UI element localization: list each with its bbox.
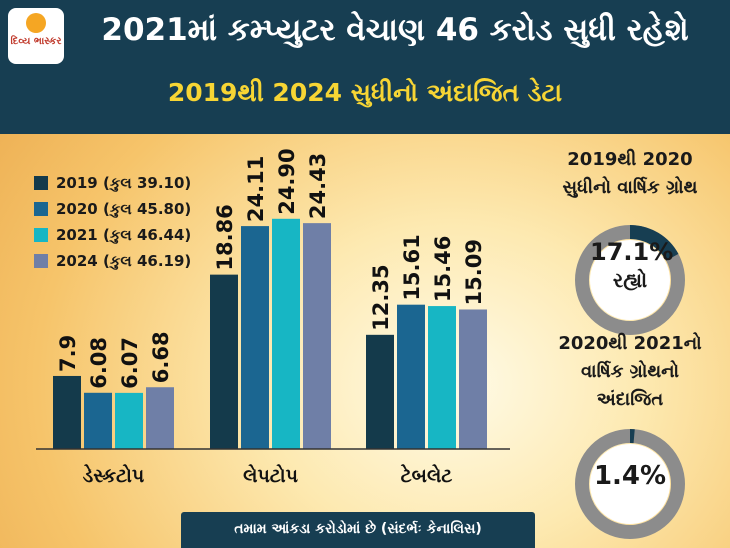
bar-chart: 7.9 6.08 6.07 6.68 18.86 24.11 24.90 24.43 12.35… [36,148,510,487]
bar [366,334,394,449]
bar [459,309,487,449]
bar [84,392,112,449]
legend-swatch [34,228,48,242]
bar [115,392,143,449]
bar [146,387,174,449]
legend-item: 2019 (કુલ 39.10) [34,170,191,196]
legend-item: 2021 (કુલ 46.44) [34,222,191,248]
legend-swatch [34,202,48,216]
category-label: લેપટોપ [243,464,298,487]
growth-2019-2020-title: 2019થી 2020 સુધીનો વાર્ષિક ગ્રોથ [530,146,730,202]
bar-value-label: 24.43 [306,153,330,219]
growth-title-line: સુધીનો વાર્ષિક ગ્રોથ [562,177,698,198]
bar-value-label: 15.46 [431,236,455,302]
category-label: ડેસ્કટોપ [83,464,144,487]
donut-fill [575,429,685,539]
growth-title-line: 2020થી 2021નો [558,333,702,354]
legend-item: 2024 (કુલ 46.19) [34,248,191,274]
legend-label: 2019 (કુલ 39.10) [56,174,192,192]
legend-swatch [34,254,48,268]
bar-value-label: 15.09 [462,239,486,305]
legend-label: 2021 (કુલ 46.44) [56,226,192,244]
growth-title-line: વાર્ષિક ગ્રોથનો [580,361,680,382]
bar-value-label: 6.08 [87,337,111,389]
chart-title: 2021માં કમ્પ્યુટર વેચાણ 46 કરોડ સુધી રહે… [101,12,689,48]
legend-label: 2020 (કુલ 45.80) [56,200,192,218]
bar-value-label: 24.11 [244,156,268,222]
legend-item: 2020 (કુલ 45.80) [34,196,191,222]
growth-2020-2021-value: 1.4% [593,461,667,491]
legend: 2019 (કુલ 39.10) 2020 (કુલ 45.80) 2021 (કુ… [34,170,191,274]
bar [303,223,331,449]
bar [397,304,425,449]
bar-value-label: 18.86 [213,204,237,270]
bar-value-label: 12.35 [369,264,393,330]
bar-value-label: 6.07 [118,337,142,389]
legend-label: 2024 (કુલ 46.19) [56,252,192,270]
divya-bhaskar-logo: દિવ્ય ભાસ્કર [8,8,64,64]
growth-2019-2020-suffix: રહ્યો [612,268,648,292]
bar [272,218,300,449]
bar [241,226,269,449]
bar [53,375,81,449]
sun-icon [26,13,46,33]
growth-2019-2020-value: 17.1% [590,238,674,266]
growth-donut-2019-2020 [575,225,685,335]
bar [210,274,238,449]
donut-fill [575,225,685,335]
growth-title-line: અંદાજિત [596,389,664,410]
donut-center [590,444,670,524]
bar-value-label: 24.90 [275,148,299,214]
bar-value-label: 15.61 [400,234,424,300]
bar-value-label: 6.68 [149,331,173,383]
source-note: તમામ આંકડા કરોડોમાં છે (સંદર્ભઃ કેનાલિસ) [181,512,535,548]
bar-value-label: 7.9 [56,335,80,372]
header-banner: દિવ્ય ભાસ્કર 2021માં કમ્પ્યુટર વેચાણ 46 … [0,0,730,134]
legend-swatch [34,176,48,190]
category-label: ટેબલેટ [400,464,452,487]
growth-2020-2021-title: 2020થી 2021નો વાર્ષિક ગ્રોથનો અંદાજિત [530,330,730,414]
growth-donut-2020-2021 [575,429,685,539]
donut-center [590,240,670,320]
growth-title-line: 2019થી 2020 [567,149,693,170]
chart-subtitle: 2019થી 2024 સુધીનો અંદાજિત ડેટા [167,78,563,107]
bar [428,306,456,449]
logo-text: દિવ્ય ભાસ્કર [10,36,62,47]
